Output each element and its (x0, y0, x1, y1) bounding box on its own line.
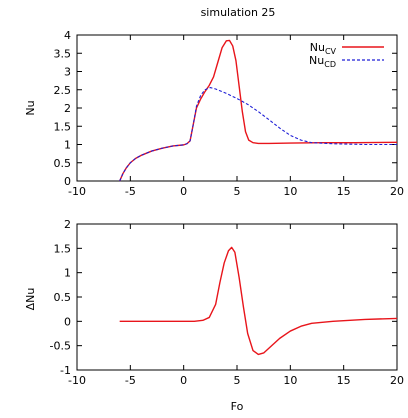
x-tick-label: -10 (68, 374, 86, 387)
y-tick-label: 3.5 (54, 47, 72, 60)
series-line-cv (119, 39, 398, 182)
y-tick-label: 1.5 (54, 242, 72, 255)
plot-frame-bottom (76, 223, 398, 371)
x-tick-label: -5 (125, 374, 136, 387)
tick-group-bottom: -10 -5 0 5 10 15 20 -1 -0.5 0 0.5 1 1.5 2 (50, 218, 404, 387)
y-tick-label: 0.5 (54, 291, 72, 304)
series-group-bottom (119, 246, 398, 356)
y-tick-label: 3 (64, 66, 71, 79)
series-group (119, 39, 398, 182)
nu-panel: simulation 25 Nu -10 -5 0 5 10 15 20 0 0.5 1 1.5 2 2… (24, 6, 404, 198)
delta-nu-panel: ΔNu -10 -5 0 5 10 15 20 -1 -0.5 0 0.5 1 1.5 2 Fo (24, 218, 404, 413)
legend-sub-cd: CD (324, 60, 336, 69)
plot-frame (76, 34, 398, 182)
y-axis-label: Nu (24, 100, 37, 115)
x-tick-label: 5 (234, 374, 241, 387)
y-tick-label: 2 (64, 218, 71, 231)
x-tick-label: -10 (68, 185, 86, 198)
y-tick-label: 2.5 (54, 84, 72, 97)
series-line-delta (119, 246, 398, 356)
tick-group: -10 -5 0 5 10 15 20 0 0.5 1 1.5 2 2.5 3 3.5 4 (54, 29, 405, 198)
x-axis-label: Fo (231, 400, 244, 413)
y-tick-label: 0 (64, 175, 71, 188)
y-tick-label: -1 (60, 364, 71, 377)
y-tick-label: 2 (64, 102, 71, 115)
legend-sub-cv: CV (325, 47, 337, 56)
x-tick-label: 10 (283, 185, 297, 198)
y-axis-label-bottom: ΔNu (24, 288, 37, 311)
y-tick-label: -0.5 (50, 340, 71, 353)
y-tick-label: 1 (64, 139, 71, 152)
x-tick-label: -5 (125, 185, 136, 198)
legend-label-cd: NuCD (309, 54, 336, 69)
x-tick-label: 0 (180, 185, 187, 198)
x-tick-label: 15 (337, 374, 351, 387)
y-tick-label: 0 (64, 315, 71, 328)
x-tick-label: 20 (390, 185, 404, 198)
legend: NuCV NuCD (309, 41, 384, 69)
x-tick-label: 0 (180, 374, 187, 387)
x-tick-label: 10 (283, 374, 297, 387)
x-tick-label: 5 (234, 185, 241, 198)
y-tick-label: 1 (64, 267, 71, 280)
chart-title: simulation 25 (201, 6, 276, 19)
y-tick-label: 0.5 (54, 157, 72, 170)
x-tick-label: 15 (337, 185, 351, 198)
x-tick-label: 20 (390, 374, 404, 387)
series-line-cd (119, 87, 397, 182)
y-tick-label: 1.5 (54, 120, 72, 133)
y-tick-label: 4 (64, 29, 71, 42)
